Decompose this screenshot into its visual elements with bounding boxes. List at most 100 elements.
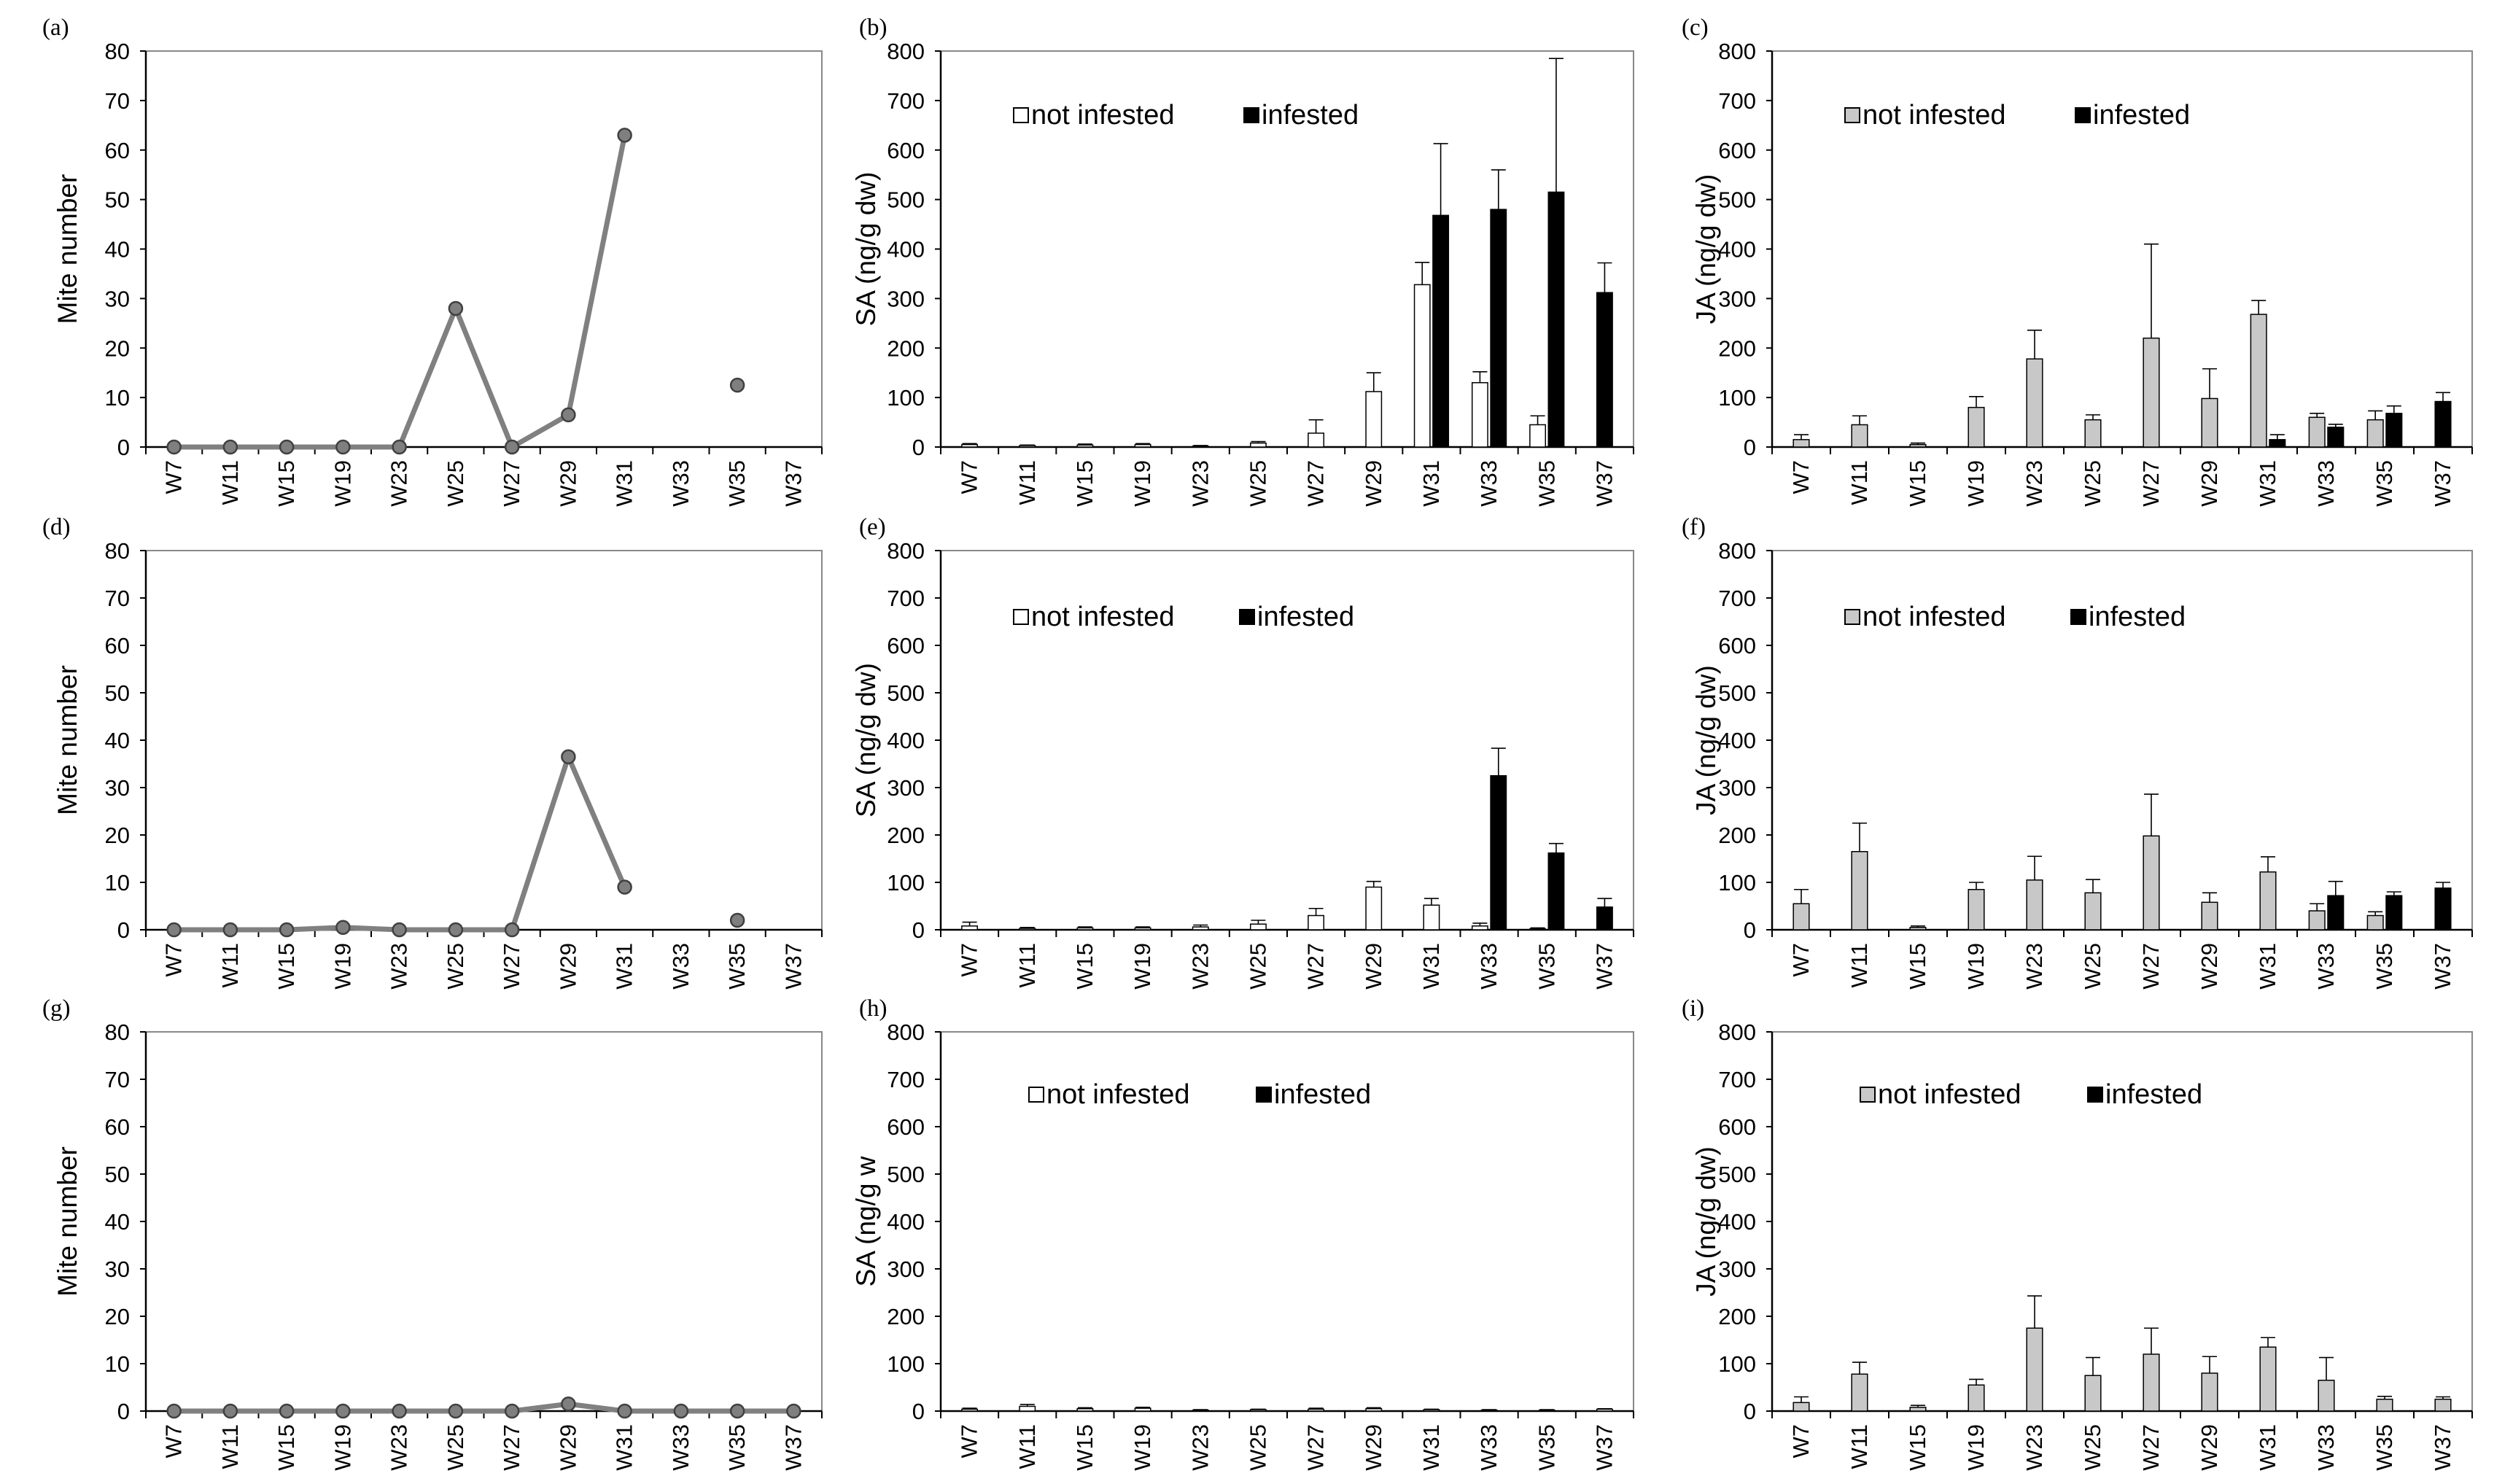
- x-tick-label: W29: [1361, 1424, 1386, 1471]
- x-tick-label: W25: [1245, 460, 1270, 507]
- x-tick-label: W37: [1591, 943, 1617, 990]
- panel-label: (c): [1682, 15, 1709, 41]
- y-tick-label: 80: [105, 538, 130, 564]
- y-tick-label: 30: [105, 1256, 130, 1282]
- y-tick-label: 500: [887, 680, 925, 706]
- y-tick-label: 600: [1718, 138, 1756, 163]
- bar-not-infested-W11: [1851, 424, 1868, 448]
- y-tick-label: 300: [1718, 775, 1756, 801]
- bar-not-infested-W31: [2259, 1346, 2277, 1412]
- x-tick-label: W15: [273, 460, 299, 507]
- x-tick-label: W29: [555, 943, 580, 990]
- bar-not-infested-W23: [1192, 926, 1209, 931]
- data-point-W7: [166, 1403, 182, 1419]
- bar-infested-W35: [1547, 191, 1565, 448]
- bar-not-infested-W7: [961, 925, 979, 931]
- bar-not-infested-W31: [1423, 1409, 1440, 1412]
- bar-not-infested-W7: [1792, 1402, 1810, 1412]
- y-axis-title: SA (ng/g dw): [851, 663, 881, 817]
- y-tick-label: 800: [1718, 1019, 1756, 1045]
- x-tick-label: W25: [2080, 1424, 2105, 1471]
- data-point-W25: [448, 300, 464, 316]
- x-tick-label: W27: [2138, 943, 2164, 990]
- panel-label: (i): [1682, 995, 1704, 1022]
- y-tick-label: 200: [887, 1304, 925, 1329]
- y-tick-label: 200: [887, 823, 925, 848]
- data-point-W19: [335, 1403, 351, 1419]
- x-tick-label: W7: [957, 1424, 982, 1458]
- x-tick-label: W29: [2197, 460, 2222, 507]
- x-tick-label: W31: [2255, 943, 2280, 990]
- y-tick-label: 300: [887, 286, 925, 311]
- bar-not-infested-W29: [1365, 1408, 1383, 1412]
- y-tick-label: 60: [105, 138, 130, 163]
- data-point-W29: [561, 407, 576, 423]
- bar-not-infested-W15: [1909, 1407, 1927, 1412]
- y-tick-label: 400: [1718, 1209, 1756, 1235]
- x-tick-label: W33: [1476, 943, 1502, 990]
- bar-not-infested-W23: [2026, 358, 2043, 448]
- bar-infested-W35: [1547, 852, 1565, 931]
- data-point-W37: [786, 1403, 801, 1419]
- legend-not-infested-swatch: [1844, 609, 1860, 625]
- x-tick-label: W33: [1476, 460, 1502, 507]
- data-point-W25: [448, 1403, 464, 1419]
- y-tick-label: 200: [1718, 335, 1756, 361]
- y-tick-label: 300: [1718, 1256, 1756, 1282]
- bar-infested-W31: [1432, 214, 1450, 448]
- data-point-W29: [561, 1396, 576, 1412]
- bar-not-infested-W15: [1076, 1408, 1094, 1412]
- bar-not-infested-W7: [961, 1408, 979, 1412]
- y-tick-label: 500: [887, 187, 925, 213]
- x-tick-label: W11: [217, 460, 243, 505]
- x-tick-label: W27: [1303, 1424, 1329, 1471]
- data-point-W27: [504, 1403, 520, 1419]
- bar-infested-W37: [2434, 887, 2452, 931]
- bar-infested-W37: [2434, 400, 2452, 448]
- bar-not-infested-W7: [961, 443, 979, 448]
- x-tick-label: W33: [668, 460, 694, 507]
- data-point-W27: [504, 439, 520, 455]
- bar-not-infested-W29: [1365, 886, 1383, 931]
- legend-not-infested-label: not infested: [1031, 602, 1174, 632]
- plot-frame: [145, 550, 823, 931]
- x-tick-label: W15: [1905, 460, 1930, 507]
- x-tick-label: W15: [273, 943, 299, 990]
- y-tick-label: 40: [105, 237, 130, 263]
- y-tick-label: 800: [887, 1019, 925, 1045]
- x-tick-label: W31: [1418, 943, 1444, 990]
- legend-infested-swatch: [2070, 609, 2086, 625]
- y-tick-label: 100: [1718, 385, 1756, 411]
- bar-not-infested-W29: [1365, 391, 1383, 448]
- y-axis-title: Mite number: [53, 174, 82, 325]
- bar-not-infested-W25: [2084, 1375, 2102, 1412]
- panel-label: (h): [859, 995, 887, 1022]
- x-tick-label: W25: [443, 943, 468, 990]
- bar-not-infested-W33: [2308, 910, 2326, 931]
- x-tick-label: W35: [724, 460, 750, 507]
- data-point-W19: [335, 920, 351, 935]
- bar-infested-W33: [2327, 895, 2345, 931]
- bar-infested-W33: [1490, 209, 1507, 448]
- x-tick-label: W37: [780, 1424, 806, 1471]
- series-line: [174, 1401, 794, 1414]
- x-tick-label: W31: [1418, 460, 1444, 507]
- y-axis-title: SA (ng/g w: [851, 1156, 881, 1286]
- y-tick-label: 70: [105, 586, 130, 611]
- panel-label: (d): [42, 514, 70, 540]
- y-tick-label: 800: [1718, 538, 1756, 564]
- legend-infested-label: infested: [2093, 100, 2190, 131]
- y-tick-label: 500: [1718, 680, 1756, 706]
- x-tick-label: W27: [1303, 460, 1329, 507]
- x-tick-label: W7: [161, 943, 187, 977]
- panel-label: (a): [42, 15, 69, 41]
- bar-not-infested-W19: [1968, 1384, 1985, 1412]
- data-point-W23: [392, 439, 407, 455]
- y-tick-label: 0: [912, 1399, 925, 1424]
- bar-not-infested-W23: [2026, 1327, 2043, 1412]
- y-tick-label: 500: [1718, 1162, 1756, 1187]
- panel-g: 0 10 20 30 40 50 60 70 80 W7 W11 W15 W19 W23 W25 W27 W29…: [42, 995, 823, 1471]
- y-tick-label: 20: [105, 335, 130, 361]
- x-tick-label: W35: [2372, 1424, 2397, 1471]
- x-tick-label: W7: [957, 943, 982, 977]
